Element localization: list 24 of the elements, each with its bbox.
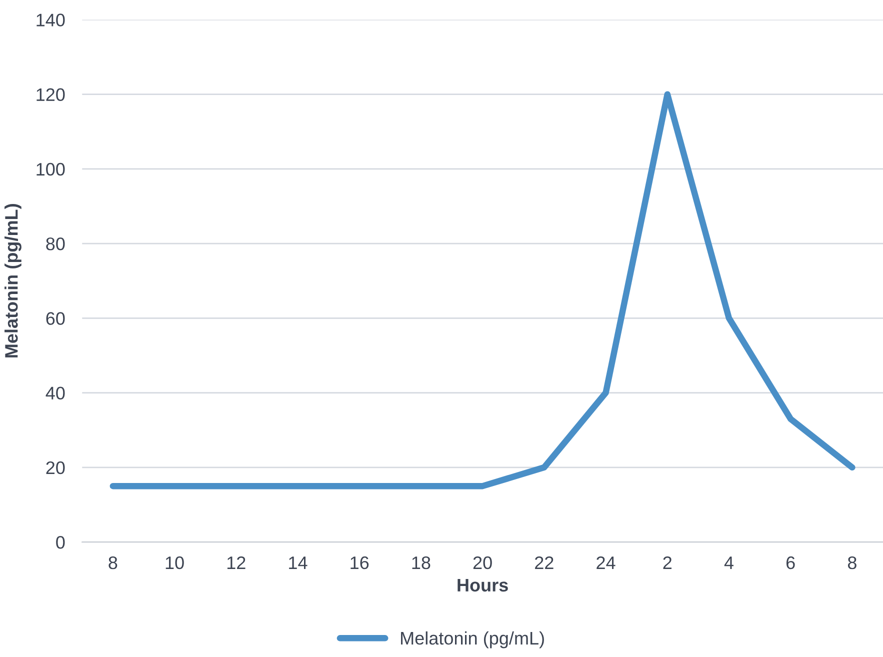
x-tick-label: 4 — [724, 556, 734, 569]
x-tick-label: 24 — [596, 556, 616, 569]
x-tick-label: 18 — [412, 556, 430, 570]
legend-label: Melatonin (pg/mL) — [401, 631, 544, 648]
x-tick-label: 16 — [350, 556, 369, 570]
x-tick-label: 8 — [108, 556, 118, 570]
y-tick-label: 100 — [36, 162, 65, 176]
y-tick-label: 0 — [56, 536, 65, 549]
x-tick-label: 8 — [848, 556, 856, 570]
y-tick-label: 120 — [36, 88, 65, 102]
y-tick-label: 60 — [46, 312, 65, 325]
x-tick-label: 14 — [289, 556, 308, 569]
x-tick-label: 2 — [663, 556, 672, 569]
x-tick-label: 6 — [786, 556, 795, 570]
y-axis-title: Melatonin (pg/mL) — [4, 204, 22, 358]
x-tick-label: 10 — [166, 556, 184, 570]
y-tick-label: 140 — [36, 14, 65, 26]
y-tick-label: 20 — [46, 461, 65, 474]
x-tick-label: 20 — [473, 556, 492, 570]
y-tick-label: 80 — [46, 237, 65, 250]
x-axis-title: Hours — [458, 578, 508, 592]
x-tick-label: 22 — [535, 556, 554, 569]
y-tick-label: 40 — [46, 386, 65, 400]
x-tick-label: 12 — [227, 556, 246, 569]
